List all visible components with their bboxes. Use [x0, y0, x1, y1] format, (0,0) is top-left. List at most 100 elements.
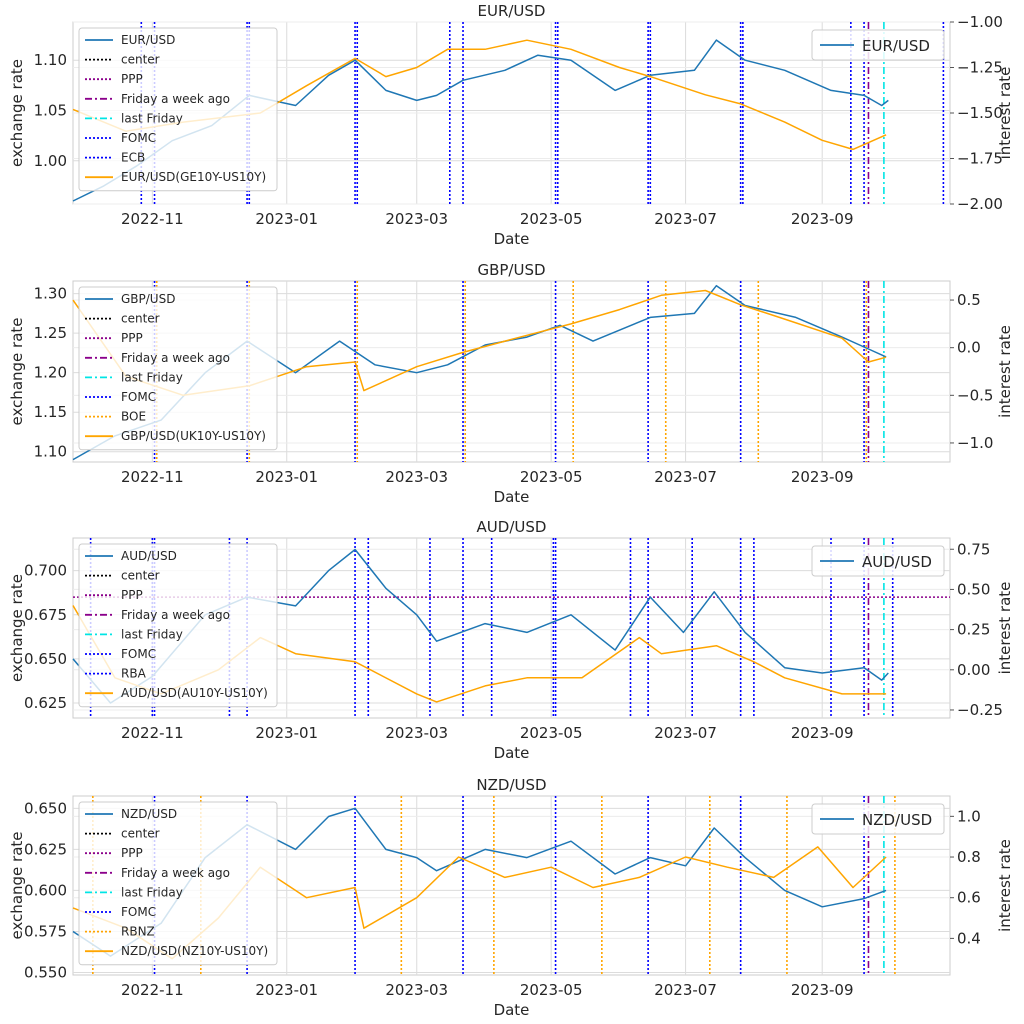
legend-entry: NZD/USD — [862, 811, 932, 829]
x-tick-label: 2023-07 — [654, 724, 717, 742]
y-tick-label: 0.675 — [24, 606, 67, 624]
legend-entry: EUR/USD — [121, 33, 175, 47]
legend-entry: EUR/USD(GE10Y-US10Y) — [121, 170, 266, 184]
legend-entry: last Friday — [121, 885, 183, 899]
legend-entry: AUD/USD(AU10Y-US10Y) — [121, 686, 268, 700]
y2-tick-label: 0.00 — [957, 661, 990, 679]
legend: EUR/USD center PPP Friday a week ago last Fr… — [78, 27, 278, 192]
x-tick-label: 2022-11 — [121, 210, 184, 228]
x-tick-label: 2023-07 — [654, 468, 717, 486]
y2-tick-label: 0.4 — [957, 929, 981, 947]
chart-panel-eur-usd: EUR/USD 2022-11 2023-01 2023-03 2023-05 2023-… — [8, 2, 1014, 248]
y2-tick-label: 0.5 — [957, 291, 981, 309]
y2-tick-label: 0.25 — [957, 621, 990, 639]
x-tick-label: 2023-09 — [791, 724, 854, 742]
x-tick-label: 2023-01 — [255, 981, 318, 999]
x-tick-label: 2022-11 — [121, 468, 184, 486]
legend: GBP/USD center PPP Friday a week ago last Fr… — [78, 286, 278, 451]
legend-box — [78, 27, 278, 192]
y-axis-label: exchange rate — [8, 317, 26, 425]
y-tick-label: 0.575 — [24, 922, 67, 940]
chart-panel-aud-usd: AUD/USD 2022-11 2023-01 2023-03 2023-05 2023-… — [8, 518, 1014, 762]
legend-entry: PPP — [121, 846, 143, 860]
legend-entry: PPP — [121, 72, 143, 86]
legend-box — [78, 286, 278, 451]
legend-entry: Friday a week ago — [121, 92, 230, 106]
y-tick-label: 1.20 — [34, 364, 67, 382]
x-tick-label: 2023-09 — [791, 468, 854, 486]
legend-entry: last Friday — [121, 111, 183, 125]
y2-axis-label: interest rate — [996, 325, 1014, 418]
x-axis-label: Date — [494, 488, 530, 506]
x-tick-label: 2023-03 — [385, 468, 448, 486]
y-tick-label: 0.625 — [24, 694, 67, 712]
y2-tick-label: 0.50 — [957, 580, 990, 598]
x-axis-label: Date — [494, 230, 530, 248]
y2-tick-label: 0.8 — [957, 848, 981, 866]
y2-tick-label: 0.0 — [957, 339, 981, 357]
y-tick-label: 0.700 — [24, 562, 67, 580]
y-axis-label: exchange rate — [8, 831, 26, 939]
y-tick-label: 1.05 — [34, 101, 67, 119]
x-tick-label: 2023-05 — [520, 981, 583, 999]
chart-title: NZD/USD — [476, 776, 546, 794]
x-tick-label: 2022-11 — [121, 724, 184, 742]
legend-box — [78, 801, 278, 966]
legend-entry: PPP — [121, 588, 143, 602]
legend-entry: FOMC — [121, 905, 156, 919]
y2-tick-label: −1.75 — [957, 150, 1003, 168]
legend-entry: center — [121, 312, 160, 326]
x-tick-label: 2023-05 — [520, 210, 583, 228]
y-tick-label: 1.25 — [34, 324, 67, 342]
y2-tick-label: −2.00 — [957, 195, 1003, 213]
legend-entry: AUD/USD — [121, 549, 177, 563]
chart-panel-nzd-usd: NZD/USD 2022-11 2023-01 2023-03 2023-05 2023-… — [8, 776, 1014, 1019]
x-tick-label: 2023-09 — [791, 210, 854, 228]
y2-axis-label: interest rate — [996, 67, 1014, 160]
y2-tick-label: −1.25 — [957, 59, 1003, 77]
legend-box — [811, 803, 945, 835]
x-tick-label: 2023-03 — [385, 981, 448, 999]
x-axis-label: Date — [494, 744, 530, 762]
chart-title: GBP/USD — [477, 261, 545, 279]
legend-entry: NZD/USD — [121, 807, 177, 821]
x-tick-label: 2023-09 — [791, 981, 854, 999]
legend-right: EUR/USD — [811, 29, 945, 61]
x-tick-label: 2023-01 — [255, 210, 318, 228]
y-tick-label: 0.600 — [24, 881, 67, 899]
legend-entry: FOMC — [121, 390, 156, 404]
legend-entry: Friday a week ago — [121, 351, 230, 365]
legend-entry: center — [121, 827, 160, 841]
y-tick-label: 0.625 — [24, 840, 67, 858]
x-tick-label: 2023-05 — [520, 468, 583, 486]
legend-entry: BOE — [121, 410, 146, 424]
y2-tick-label: −0.5 — [957, 386, 993, 404]
y-axis-label: exchange rate — [8, 59, 26, 167]
y-axis-label: exchange rate — [8, 574, 26, 682]
legend-entry: EUR/USD — [862, 37, 930, 55]
y2-tick-label: 0.75 — [957, 540, 990, 558]
x-tick-label: 2023-07 — [654, 210, 717, 228]
legend-box — [811, 29, 945, 61]
legend-box — [78, 543, 278, 708]
legend-entry: center — [121, 53, 160, 67]
y2-tick-label: −1.0 — [957, 434, 993, 452]
legend-entry: AUD/USD — [862, 553, 932, 571]
x-tick-label: 2023-01 — [255, 468, 318, 486]
chart-title: EUR/USD — [478, 2, 546, 20]
y-tick-label: 1.30 — [34, 285, 67, 303]
legend-entry: RBNZ — [121, 925, 155, 939]
legend-right: AUD/USD — [811, 545, 945, 577]
y-tick-label: 0.550 — [24, 964, 67, 982]
x-tick-label: 2023-01 — [255, 724, 318, 742]
legend-entry: Friday a week ago — [121, 866, 230, 880]
legend-entry: FOMC — [121, 647, 156, 661]
x-tick-label: 2023-03 — [385, 210, 448, 228]
legend-right: NZD/USD — [811, 803, 945, 835]
legend-entry: GBP/USD(UK10Y-US10Y) — [121, 429, 266, 443]
y2-tick-label: 1.0 — [957, 807, 981, 825]
y2-axis-label: interest rate — [996, 839, 1014, 932]
legend-entry: FOMC — [121, 131, 156, 145]
x-tick-label: 2023-07 — [654, 981, 717, 999]
